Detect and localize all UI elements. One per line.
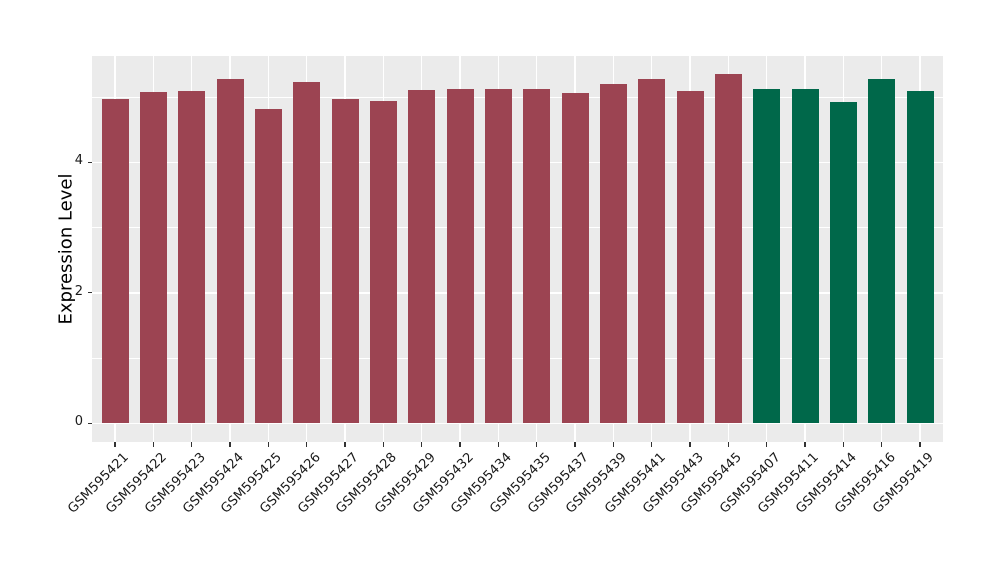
x-tick-mark xyxy=(766,442,768,447)
y-tick-mark xyxy=(87,292,92,294)
bar xyxy=(561,93,589,424)
gridline-y-minor xyxy=(92,96,943,98)
bar xyxy=(599,84,627,424)
bar xyxy=(906,91,934,424)
x-tick-mark xyxy=(191,442,193,447)
x-tick-mark xyxy=(114,442,116,447)
x-tick-mark xyxy=(689,442,691,447)
y-tick-label: 2 xyxy=(74,283,83,299)
gridline-y-major xyxy=(92,161,943,164)
bar xyxy=(714,74,742,424)
y-tick-label: 4 xyxy=(74,153,83,169)
x-tick-mark xyxy=(152,442,154,447)
x-tick-mark xyxy=(574,442,576,447)
x-tick-mark xyxy=(804,442,806,447)
bar xyxy=(676,91,704,424)
bar xyxy=(293,82,321,424)
x-tick-mark xyxy=(919,442,921,447)
x-tick-mark xyxy=(459,442,461,447)
y-tick-mark xyxy=(87,161,92,163)
x-tick-mark xyxy=(229,442,231,447)
bar xyxy=(484,88,512,424)
bar xyxy=(216,79,244,424)
bar xyxy=(523,88,551,424)
y-tick-mark xyxy=(87,422,92,424)
bar xyxy=(331,99,359,424)
bar xyxy=(446,89,474,424)
bar xyxy=(408,89,436,424)
x-tick-mark xyxy=(842,442,844,447)
y-tick-label: 0 xyxy=(74,414,83,430)
bar xyxy=(638,79,666,424)
gridline-y-minor xyxy=(92,227,943,228)
bar xyxy=(254,109,282,424)
x-tick-mark xyxy=(651,442,653,447)
gridline-y-major xyxy=(92,292,943,294)
bar xyxy=(139,92,167,424)
bar xyxy=(868,79,896,424)
x-tick-mark xyxy=(421,442,423,447)
gridline-y-major xyxy=(92,422,943,425)
x-tick-mark xyxy=(344,442,346,447)
x-tick-mark xyxy=(382,442,384,447)
x-tick-mark xyxy=(612,442,614,447)
x-tick-mark xyxy=(306,442,308,447)
bar xyxy=(829,101,857,424)
x-tick-mark xyxy=(727,442,729,447)
bar xyxy=(369,100,397,424)
plot-panel xyxy=(92,56,943,442)
bar xyxy=(753,89,781,424)
x-tick-mark xyxy=(536,442,538,447)
bar xyxy=(101,99,129,424)
bar xyxy=(178,90,206,424)
x-tick-mark xyxy=(497,442,499,447)
y-axis-title: Expression Level xyxy=(55,173,77,325)
bar xyxy=(791,88,819,424)
gridline-y-minor xyxy=(92,357,943,359)
x-tick-mark xyxy=(881,442,883,447)
x-tick-mark xyxy=(267,442,269,447)
